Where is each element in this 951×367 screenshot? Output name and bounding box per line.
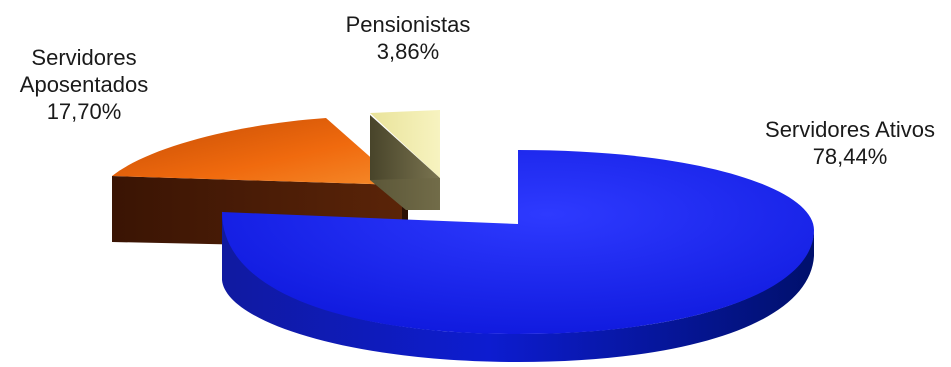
label-servidores-aposentados-line2: Aposentados (19, 72, 149, 97)
label-servidores-aposentados: Servidores Aposentados 17,70% (0, 44, 168, 125)
slice-pensionistas (370, 110, 440, 210)
label-servidores-ativos-value: 78,44% (812, 144, 888, 169)
label-pensionistas-value: 3,86% (376, 39, 440, 64)
slice-servidores-ativos-side (222, 210, 814, 362)
slice-pensionistas-face (370, 113, 440, 210)
label-servidores-ativos: Servidores Ativos 78,44% (745, 116, 951, 170)
label-servidores-ativos-name: Servidores Ativos (765, 117, 935, 142)
slice-pensionistas-top (370, 110, 440, 178)
label-pensionistas-name: Pensionistas (345, 12, 471, 37)
label-servidores-aposentados-line1: Servidores (31, 45, 137, 70)
label-pensionistas: Pensionistas 3,86% (320, 11, 496, 65)
slice-servidores-ativos (222, 150, 814, 362)
slice-servidores-aposentados-top (112, 118, 402, 185)
slice-servidores-ativos-top (222, 150, 814, 334)
label-servidores-aposentados-value: 17,70% (46, 99, 122, 124)
